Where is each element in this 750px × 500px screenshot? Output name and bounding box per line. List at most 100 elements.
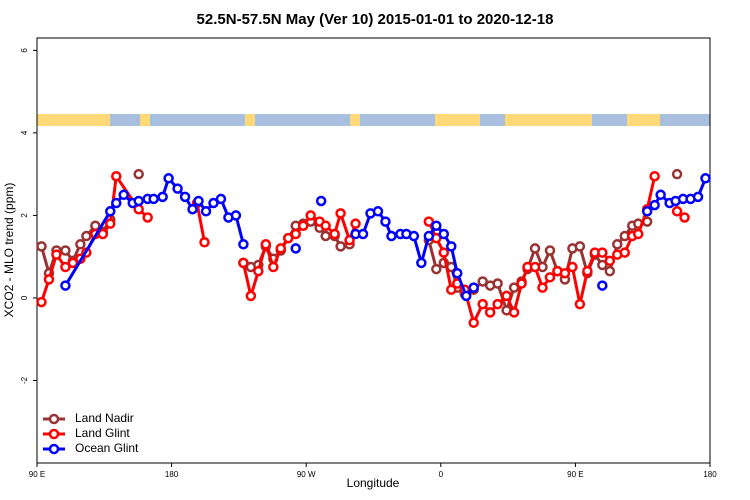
x-tick-label: 180 xyxy=(703,470,717,479)
data-point xyxy=(416,257,427,269)
ocean-strip xyxy=(255,114,350,126)
data-point xyxy=(501,290,512,302)
x-tick-label: 0 xyxy=(439,470,444,479)
data-point xyxy=(431,263,442,275)
data-point xyxy=(105,218,116,229)
data-point xyxy=(574,241,586,252)
data-point xyxy=(386,230,397,242)
data-point xyxy=(619,247,631,258)
data-point xyxy=(193,195,204,207)
data-point xyxy=(559,267,571,279)
data-point xyxy=(641,206,653,217)
data-point xyxy=(97,228,109,240)
data-point xyxy=(529,243,541,254)
data-point xyxy=(632,228,644,240)
data-point xyxy=(604,255,616,267)
data-point xyxy=(431,220,442,231)
legend-marker xyxy=(48,428,60,440)
data-point xyxy=(612,239,623,250)
data-point xyxy=(238,239,249,250)
data-point xyxy=(452,267,463,279)
data-point xyxy=(81,230,92,242)
y-tick-label: 6 xyxy=(20,48,29,53)
data-point xyxy=(133,168,144,180)
data-point xyxy=(477,298,488,310)
data-point xyxy=(172,183,183,194)
data-point xyxy=(380,216,391,227)
data-point xyxy=(283,232,294,244)
data-point xyxy=(516,278,527,289)
data-point xyxy=(492,298,503,310)
y-tick-label: 4 xyxy=(20,130,29,135)
data-point xyxy=(692,191,704,203)
data-point xyxy=(671,168,683,180)
data-point xyxy=(36,241,47,252)
data-point xyxy=(408,230,420,242)
data-point xyxy=(344,234,355,246)
data-point xyxy=(275,243,287,254)
data-point xyxy=(357,228,369,240)
data-point xyxy=(574,298,586,310)
data-point xyxy=(582,265,593,277)
data-point xyxy=(67,257,79,269)
legend-marker xyxy=(48,413,60,425)
data-point xyxy=(148,193,159,205)
data-point xyxy=(544,272,556,283)
map-strip xyxy=(37,114,710,126)
data-point xyxy=(372,206,384,217)
data-point xyxy=(597,259,608,271)
data-point xyxy=(133,195,144,207)
data-point xyxy=(320,220,331,231)
data-point xyxy=(268,261,279,273)
data-point xyxy=(468,282,479,293)
ocean-strip xyxy=(660,114,710,126)
data-point xyxy=(460,290,472,302)
legend-marker xyxy=(48,443,60,455)
data-point xyxy=(187,203,198,215)
data-point xyxy=(529,261,541,273)
data-point xyxy=(51,249,62,260)
data-point xyxy=(118,189,129,201)
ocean-strip xyxy=(592,114,627,126)
data-point xyxy=(215,193,227,205)
data-point xyxy=(700,173,711,184)
x-axis-label: Longitude xyxy=(347,476,400,490)
data-point xyxy=(111,170,122,182)
y-tick-label: 0 xyxy=(20,295,29,300)
data-point xyxy=(438,247,450,258)
data-point xyxy=(446,284,457,295)
data-point xyxy=(260,239,272,250)
data-point xyxy=(484,307,496,318)
data-point xyxy=(350,218,361,229)
legend-label: Land Nadir xyxy=(75,411,134,425)
data-point xyxy=(320,230,331,242)
data-point xyxy=(438,228,450,240)
data-point xyxy=(567,261,578,273)
y-tick-label: -2 xyxy=(20,376,29,384)
data-point xyxy=(208,197,219,209)
data-point xyxy=(111,197,122,209)
x-tick-label: 180 xyxy=(165,470,179,479)
data-point xyxy=(75,239,86,250)
data-point xyxy=(335,208,346,219)
data-point xyxy=(305,210,316,221)
data-point xyxy=(200,206,212,217)
data-point xyxy=(597,280,608,291)
y-axis-label: XCO2 - MLO trend (ppm) xyxy=(2,183,16,318)
ocean-strip xyxy=(480,114,505,126)
data-point xyxy=(60,245,71,256)
data-point xyxy=(142,212,153,223)
data-point xyxy=(43,274,55,285)
data-point xyxy=(60,280,71,291)
data-point xyxy=(179,191,191,203)
data-point xyxy=(671,206,683,217)
data-point xyxy=(36,296,47,308)
data-point xyxy=(679,212,690,223)
data-point xyxy=(544,245,556,256)
data-point xyxy=(105,206,116,217)
data-point xyxy=(315,195,327,207)
data-point xyxy=(329,228,340,240)
data-point xyxy=(230,210,242,221)
